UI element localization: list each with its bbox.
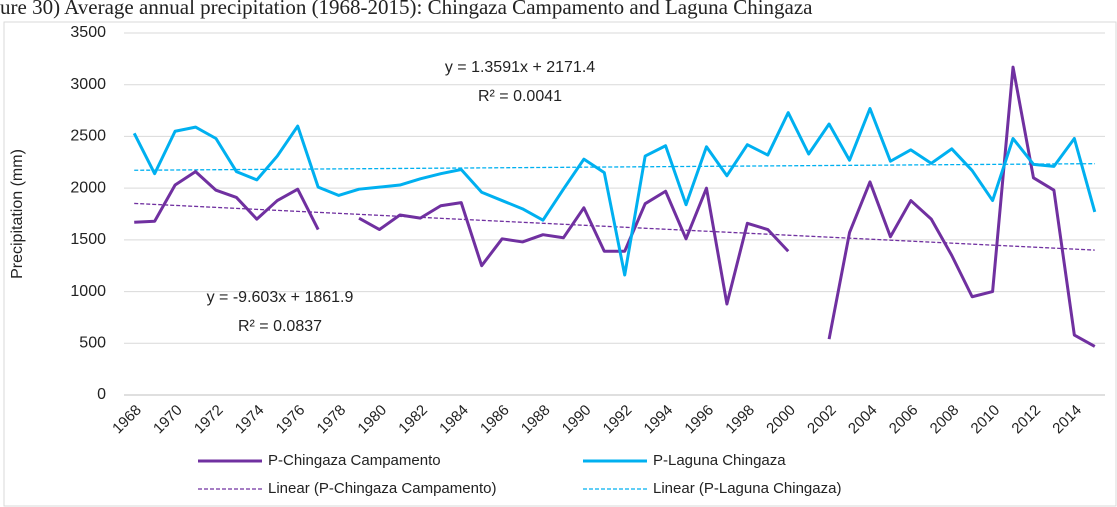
x-tick-label: 2008 bbox=[927, 402, 963, 438]
y-tick-label: 1000 bbox=[70, 283, 106, 300]
x-tick-label: 1986 bbox=[477, 402, 513, 438]
x-tick-label: 1984 bbox=[436, 402, 472, 438]
chart-frame bbox=[3, 21, 1117, 507]
legend-label: Linear (P-Chingaza Campamento) bbox=[268, 480, 496, 497]
y-tick-label: 2000 bbox=[70, 179, 106, 196]
trend-equation: y = -9.603x + 1861.9 bbox=[207, 289, 354, 306]
trend-r2: R² = 0.0837 bbox=[238, 318, 322, 335]
y-tick-label: 3500 bbox=[70, 24, 106, 41]
legend-label: P-Laguna Chingaza bbox=[653, 452, 786, 469]
x-tick-label: 1988 bbox=[518, 402, 554, 438]
x-tick-label: 1982 bbox=[395, 402, 431, 438]
x-tick-label: 1996 bbox=[681, 402, 717, 438]
y-axis-label: Precipitation (mm) bbox=[9, 149, 26, 279]
y-tick-label: 2500 bbox=[70, 128, 106, 145]
x-tick-label: 2004 bbox=[845, 402, 881, 438]
y-tick-label: 500 bbox=[79, 335, 106, 352]
x-tick-label: 2006 bbox=[886, 402, 922, 438]
x-tick-label: 1994 bbox=[641, 402, 677, 438]
x-tick-label: 1976 bbox=[273, 402, 309, 438]
x-tick-label: 1978 bbox=[314, 402, 350, 438]
legend-label: Linear (P-Laguna Chingaza) bbox=[653, 480, 841, 497]
trend-equation: y = 1.3591x + 2171.4 bbox=[445, 59, 595, 76]
y-tick-label: 3000 bbox=[70, 76, 106, 93]
series-line bbox=[132, 107, 1097, 277]
x-tick-label: 2014 bbox=[1049, 402, 1085, 438]
x-tick-label: 1968 bbox=[109, 402, 145, 438]
legend-label: P-Chingaza Campamento bbox=[268, 452, 441, 469]
x-tick-label: 1992 bbox=[600, 402, 636, 438]
x-tick-label: 1970 bbox=[150, 402, 186, 438]
y-tick-label: 0 bbox=[97, 386, 106, 403]
x-tick-label: 2000 bbox=[763, 402, 799, 438]
x-tick-label: 2002 bbox=[804, 402, 840, 438]
y-tick-label: 1500 bbox=[70, 231, 106, 248]
x-tick-label: 1980 bbox=[354, 402, 390, 438]
x-tick-label: 1972 bbox=[191, 402, 227, 438]
x-tick-label: 1998 bbox=[722, 402, 758, 438]
series-line bbox=[134, 65, 1096, 348]
x-tick-label: 2010 bbox=[968, 402, 1004, 438]
chart-title: ure 30) Average annual precipitation (19… bbox=[0, 0, 813, 19]
trend-r2: R² = 0.0041 bbox=[478, 88, 562, 105]
x-tick-label: 1990 bbox=[559, 402, 595, 438]
trend-line bbox=[134, 163, 1095, 171]
x-tick-label: 1974 bbox=[232, 402, 268, 438]
x-tick-label: 2012 bbox=[1008, 402, 1044, 438]
